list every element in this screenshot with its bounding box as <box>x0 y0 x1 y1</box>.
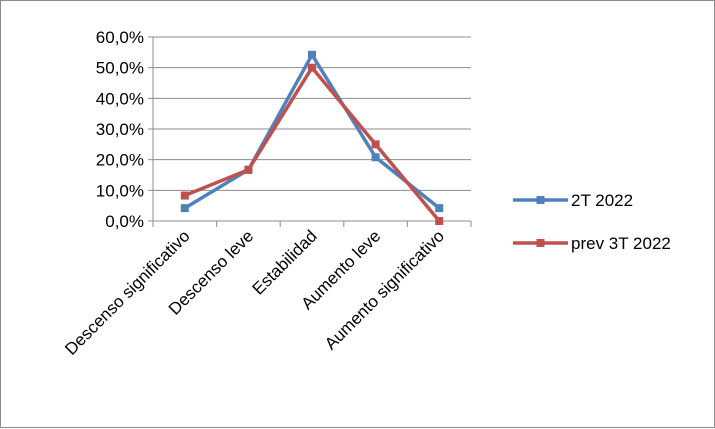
y-tick-label: 10,0% <box>96 181 144 200</box>
data-point <box>435 204 444 213</box>
legend-item-1: prev 3T 2022 <box>513 234 671 253</box>
y-tick-label: 40,0% <box>96 89 144 108</box>
data-point <box>308 63 316 72</box>
data-point <box>308 50 316 59</box>
legend-item-0: 2T 2022 <box>513 191 633 210</box>
y-tick-label: 30,0% <box>96 120 144 139</box>
y-tick-labels: 0,0% 10,0% 20,0% 30,0% 40,0% 50,0% 60,0% <box>96 28 144 231</box>
legend: 2T 2022 prev 3T 2022 <box>513 191 671 253</box>
series-lines <box>180 50 444 225</box>
series-1 <box>180 63 444 225</box>
gridlines <box>153 36 471 191</box>
y-tick-label: 60,0% <box>96 28 144 47</box>
data-point <box>371 140 380 149</box>
series-line <box>183 53 441 210</box>
x-tick-label: Descenso significativo <box>61 226 193 358</box>
data-point <box>180 191 189 200</box>
legend-label: 2T 2022 <box>571 191 633 210</box>
legend-swatch-marker <box>536 196 545 204</box>
y-tick-label: 20,0% <box>96 151 144 170</box>
data-point <box>180 204 189 213</box>
y-tick-label: 50,0% <box>96 59 144 78</box>
y-tick-label: 0,0% <box>105 212 144 231</box>
data-point <box>371 153 380 162</box>
legend-label: prev 3T 2022 <box>571 234 671 253</box>
data-point <box>435 217 444 225</box>
axes <box>148 36 472 227</box>
x-tick-label: Aumento significativo <box>321 226 448 353</box>
legend-swatch-marker <box>536 239 545 247</box>
series-line <box>183 65 441 223</box>
data-point <box>244 165 253 174</box>
series-0 <box>180 50 444 213</box>
